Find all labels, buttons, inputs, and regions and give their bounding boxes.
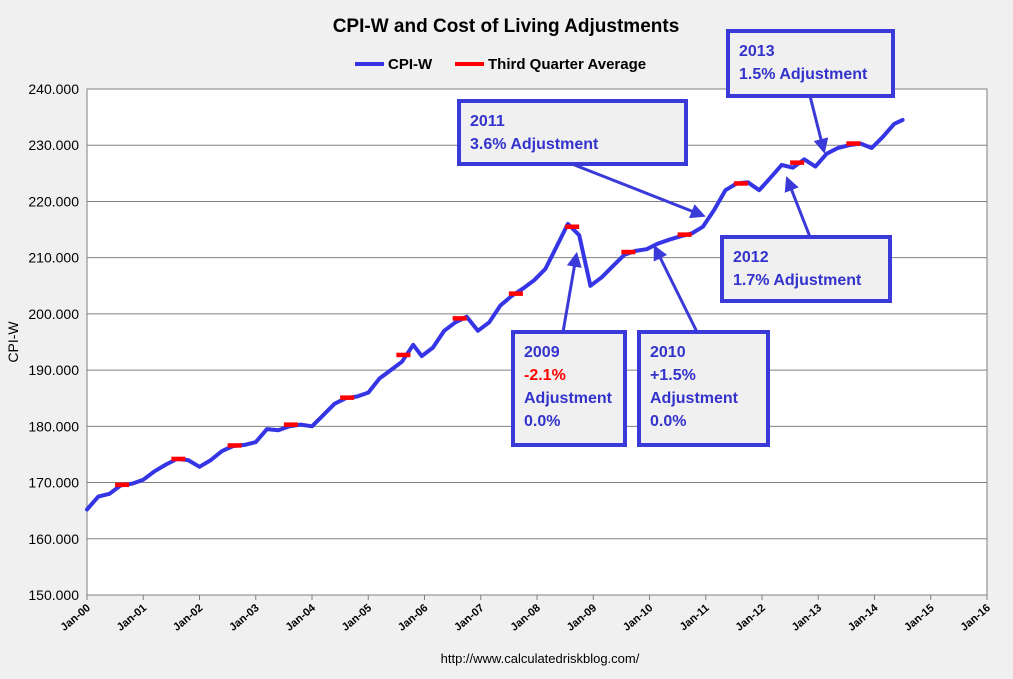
y-tick-label: 180.000	[28, 418, 79, 434]
series-third-quarter-average	[115, 141, 861, 488]
annotation-text: 1.7% Adjustment	[733, 272, 862, 289]
annotation-text: 0.0%	[524, 413, 560, 430]
annotation-arrow	[653, 244, 699, 333]
source-url: http://www.calculatedriskblog.com/	[441, 651, 640, 666]
annotation-text: -2.1%	[524, 367, 566, 384]
y-tick-label: 150.000	[28, 587, 79, 603]
annotation-text: Adjustment	[650, 390, 739, 407]
legend-cpi-w-label: CPI-W	[388, 56, 433, 73]
annotation-arrow	[571, 162, 706, 219]
y-tick-label: 220.000	[28, 193, 79, 209]
annotation-2009: 2009 -2.1% Adjustment 0.0%	[511, 251, 627, 447]
cpi-w-line	[85, 117, 905, 512]
annotation-2012: 2012 1.7% Adjustment	[720, 176, 892, 303]
annotation-box	[511, 330, 627, 447]
y-tick-label: 240.000	[28, 81, 79, 97]
annotation-2010: 2010 +1.5% Adjustment 0.0%	[637, 244, 770, 447]
y-tick-label: 160.000	[28, 531, 79, 547]
annotation-text: 2013	[739, 43, 775, 60]
annotation-box	[457, 99, 688, 166]
y-tick-label: 230.000	[28, 137, 79, 153]
annotation-text: 2010	[650, 344, 686, 361]
chart-title: CPI-W and Cost of Living Adjustments	[333, 16, 680, 37]
annotation-2011: 2011 3.6% Adjustment	[457, 99, 706, 219]
legend-third-quarter-label: Third Quarter Average	[488, 56, 646, 73]
y-tick-label: 170.000	[28, 475, 79, 491]
legend: CPI-W Third Quarter Average	[355, 56, 646, 73]
annotation-text: 2011	[470, 113, 505, 130]
annotation-text: +1.5%	[650, 367, 696, 384]
annotation-arrow	[784, 176, 812, 238]
annotation-text: Adjustment	[524, 390, 613, 407]
annotation-box	[637, 330, 770, 447]
annotation-text: 2009	[524, 344, 560, 361]
annotation-box	[726, 29, 895, 98]
annotation-text: 3.6% Adjustment	[470, 136, 599, 153]
annotation-arrow	[561, 251, 582, 333]
annotation-text: 0.0%	[650, 413, 686, 430]
annotation-2013: 2013 1.5% Adjustment	[726, 29, 895, 154]
y-tick-label: 210.000	[28, 250, 79, 266]
annotations: 2009 -2.1% Adjustment 0.0% 2010 +1.5% Adjustme…	[457, 29, 895, 447]
series-cpi-w	[85, 117, 905, 512]
annotation-box	[720, 235, 892, 303]
annotation-text: 1.5% Adjustment	[739, 66, 868, 83]
y-axis-ticks: 150.000 160.000 170.000 180.000 190.000 200.0…	[28, 81, 79, 603]
y-axis-label: CPI-W	[5, 321, 21, 363]
annotation-arrow	[808, 95, 829, 154]
y-tick-label: 200.000	[28, 306, 79, 322]
annotation-text: 2012	[733, 249, 769, 266]
y-tick-label: 190.000	[28, 362, 79, 378]
